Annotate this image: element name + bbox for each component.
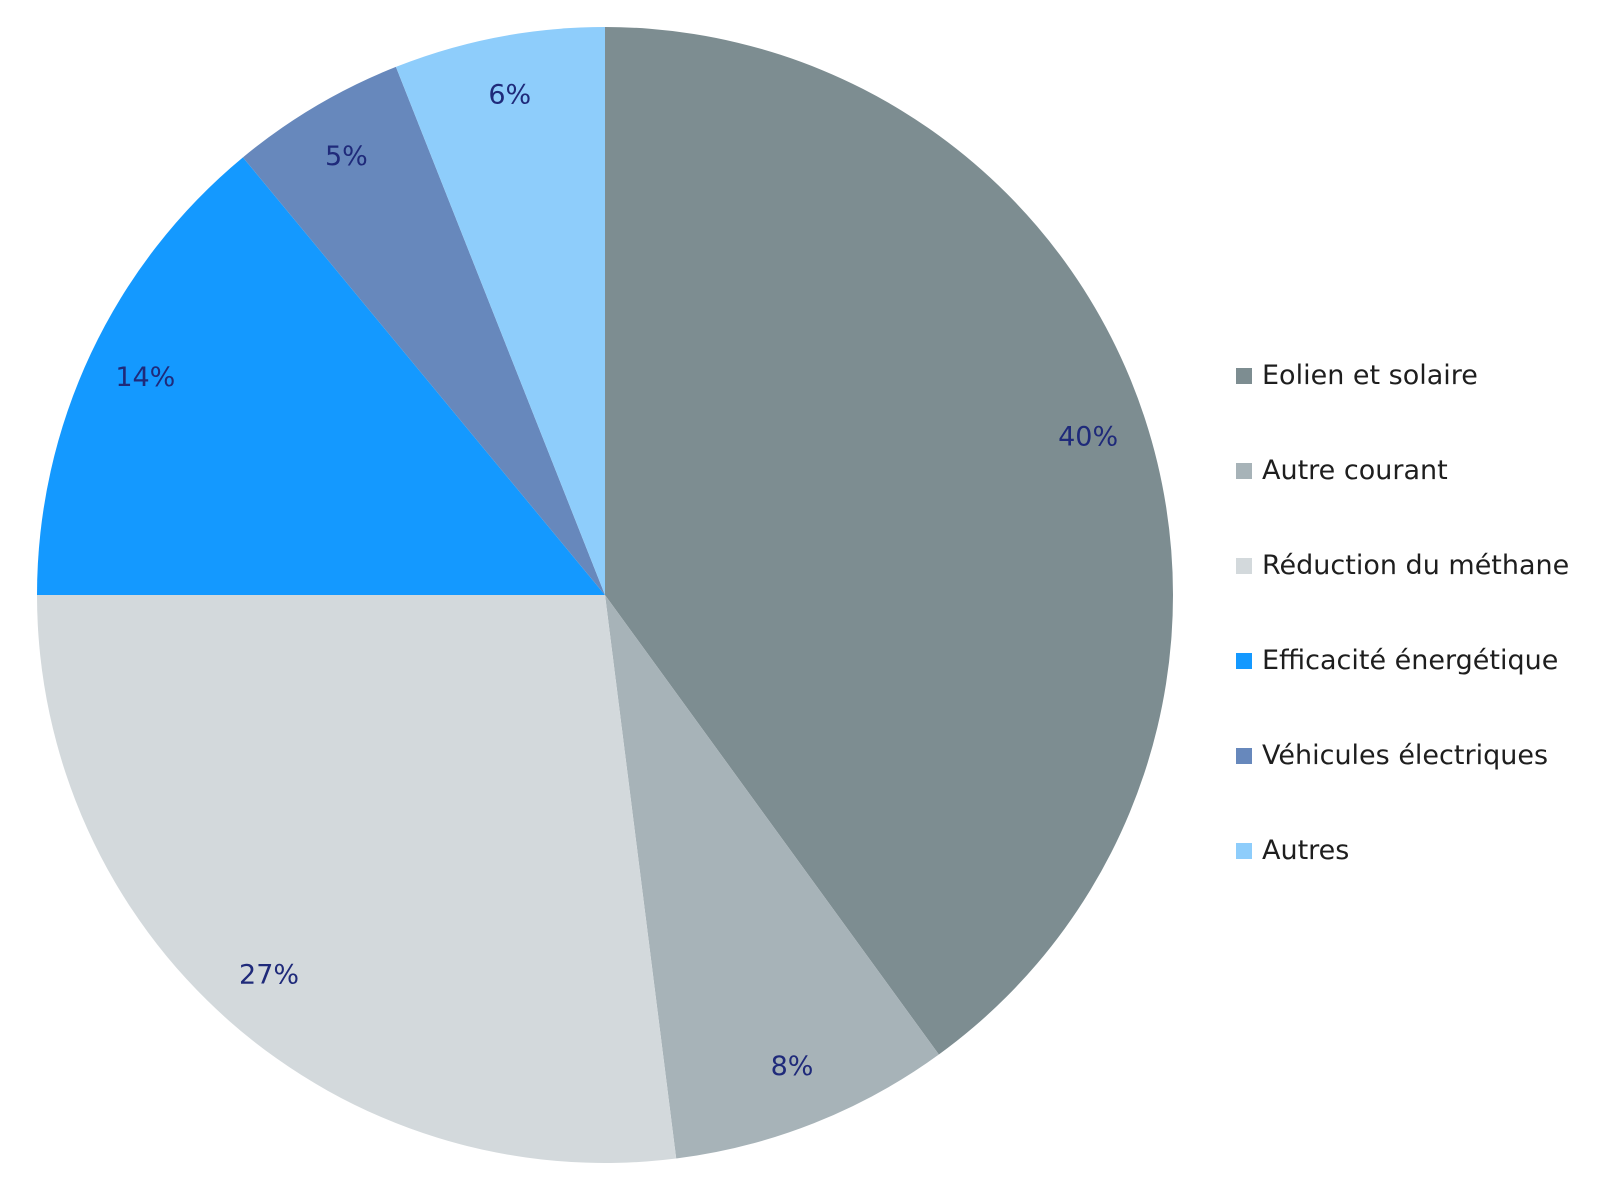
- legend-item-reduction-du-methane: Réduction du méthane: [1236, 518, 1569, 613]
- legend-label: Eolien et solaire: [1262, 360, 1478, 391]
- pie-slice-efficacite-energetique: [37, 157, 605, 595]
- slice-label-eolien-et-solaire: 40%: [1058, 422, 1118, 453]
- pie-slice-autres: [395, 26, 605, 595]
- legend-label: Réduction du méthane: [1262, 550, 1570, 581]
- pie-slice-labels: 40% 8% 27% 14% 5% 6%: [115, 79, 1118, 1081]
- slice-label-vehicules-electriques: 5%: [325, 141, 368, 172]
- pie-slice-eolien-et-solaire: [605, 27, 1173, 1055]
- legend-label: Efficacité énergétique: [1262, 645, 1559, 676]
- pie-slice-autre-courant: [605, 595, 939, 1159]
- slice-label-efficacite-energetique: 14%: [115, 362, 175, 393]
- legend: Eolien et solaire Autre courant Réduction …: [1236, 328, 1569, 898]
- legend-item-autre-courant: Autre courant: [1236, 423, 1569, 518]
- legend-label: Autres: [1262, 835, 1350, 866]
- legend-swatch: [1236, 652, 1252, 669]
- legend-swatch: [1236, 557, 1252, 574]
- pie-slices: [37, 26, 1173, 1163]
- legend-swatch: [1236, 367, 1252, 384]
- legend-item-eolien-et-solaire: Eolien et solaire: [1236, 328, 1569, 423]
- legend-item-autres: Autres: [1236, 803, 1569, 898]
- legend-item-vehicules-electriques: Véhicules électriques: [1236, 708, 1569, 803]
- slice-label-autre-courant: 8%: [771, 1051, 814, 1082]
- legend-swatch: [1236, 462, 1252, 479]
- legend-item-efficacite-energetique: Efficacité énergétique: [1236, 613, 1569, 708]
- slice-label-reduction-du-methane: 27%: [239, 960, 299, 991]
- pie-slice-vehicules-electriques: [242, 66, 605, 595]
- legend-label: Autre courant: [1262, 455, 1448, 486]
- slice-label-autres: 6%: [488, 79, 531, 110]
- legend-label: Véhicules électriques: [1262, 740, 1549, 771]
- pie-slice-reduction-du-methane: [37, 595, 677, 1163]
- legend-swatch: [1236, 747, 1252, 764]
- legend-swatch: [1236, 842, 1252, 859]
